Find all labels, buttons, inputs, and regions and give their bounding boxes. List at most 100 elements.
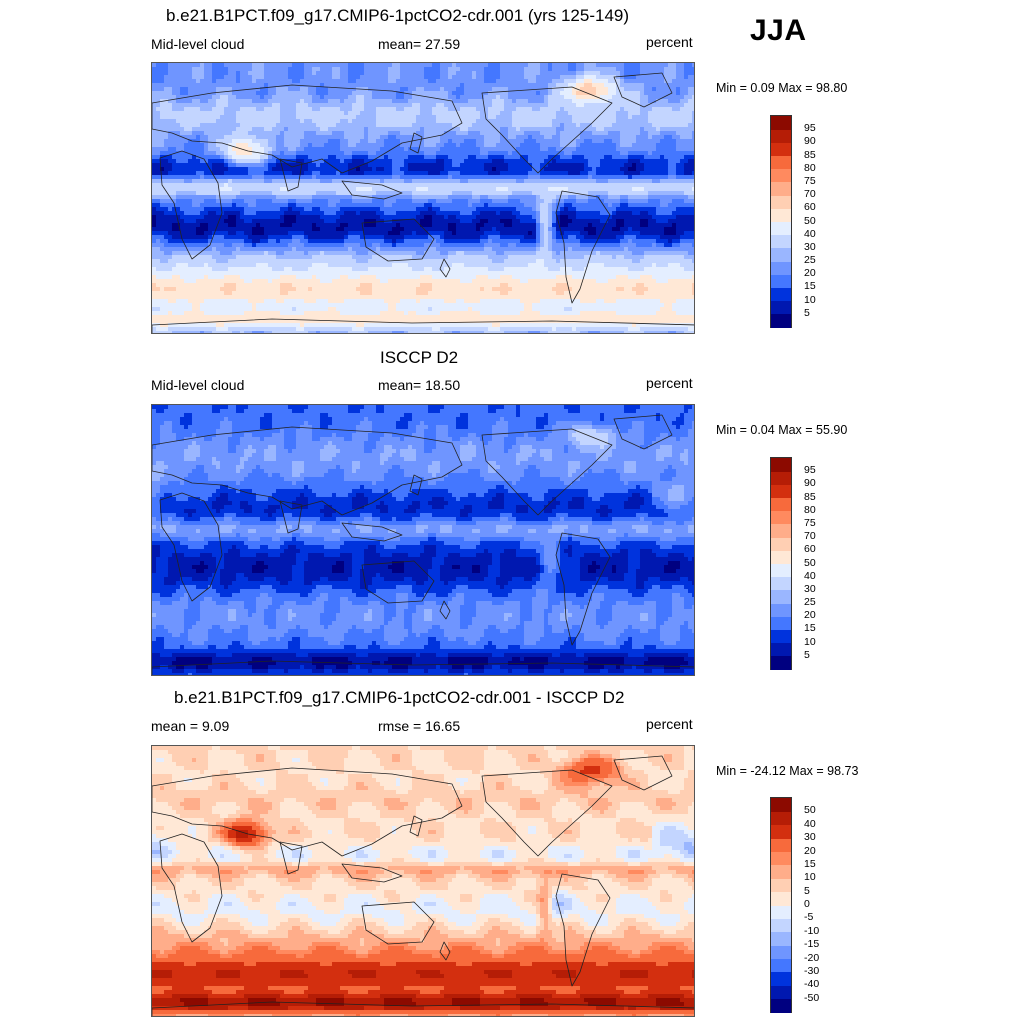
- field-cell: [328, 191, 333, 196]
- field-cell: [248, 163, 253, 168]
- field-cell: [448, 91, 453, 96]
- field-cell: [236, 191, 241, 196]
- field-cell: [600, 187, 605, 192]
- field-cell: [244, 135, 249, 140]
- field-cell: [180, 87, 185, 92]
- field-cell: [196, 171, 201, 176]
- field-cell: [412, 79, 417, 84]
- field-cell: [192, 99, 197, 104]
- field-cell: [476, 143, 481, 148]
- field-cell: [208, 95, 213, 100]
- field-cell: [180, 127, 185, 132]
- field-cell: [656, 135, 661, 140]
- field-cell: [248, 147, 253, 152]
- field-cell: [204, 203, 209, 208]
- field-cell: [676, 99, 681, 104]
- field-cell: [304, 71, 309, 76]
- field-cell: [372, 63, 377, 68]
- field-cell: [268, 83, 273, 88]
- field-cell: [352, 207, 357, 212]
- field-cell: [208, 63, 213, 68]
- field-cell: [304, 99, 309, 104]
- field-cell: [360, 103, 365, 108]
- field-cell: [564, 131, 569, 136]
- field-cell: [584, 67, 589, 72]
- field-cell: [456, 87, 461, 92]
- field-cell: [292, 103, 297, 108]
- field-cell: [456, 151, 461, 156]
- field-cell: [568, 179, 573, 184]
- field-cell: [252, 159, 257, 164]
- field-cell: [372, 131, 377, 136]
- field-cell: [452, 139, 457, 144]
- field-cell: [488, 143, 493, 148]
- field-cell: [596, 191, 601, 196]
- field-cell: [456, 83, 461, 88]
- field-cell: [424, 91, 429, 96]
- field-cell: [600, 99, 605, 104]
- field-cell: [428, 179, 433, 184]
- field-cell: [488, 195, 493, 200]
- field-cell: [176, 159, 181, 164]
- field-cell: [168, 183, 173, 188]
- field-cell: [292, 111, 297, 116]
- field-cell: [316, 159, 321, 164]
- field-cell: [372, 71, 377, 76]
- field-cell: [248, 207, 253, 212]
- field-cell: [268, 195, 273, 200]
- field-cell: [288, 115, 293, 120]
- field-cell: [204, 63, 209, 68]
- field-cell: [392, 135, 397, 140]
- field-cell: [292, 199, 297, 204]
- field-cell: [256, 167, 261, 172]
- field-cell: [348, 75, 353, 80]
- field-cell: [464, 83, 469, 88]
- field-cell: [224, 127, 229, 132]
- field-cell: [324, 191, 329, 196]
- field-cell: [152, 63, 157, 68]
- field-cell: [636, 203, 641, 208]
- field-cell: [500, 99, 505, 104]
- field-cell: [632, 135, 637, 140]
- field-cell: [388, 103, 393, 108]
- field-cell: [364, 123, 369, 128]
- field-cell: [456, 163, 461, 168]
- field-cell: [332, 111, 337, 116]
- field-cell: [196, 175, 201, 180]
- field-cell: [156, 107, 161, 112]
- field-cell: [152, 183, 157, 188]
- field-cell: [452, 179, 457, 184]
- field-cell: [172, 207, 177, 212]
- field-cell: [160, 131, 165, 136]
- field-cell: [236, 155, 241, 160]
- field-cell: [260, 111, 265, 116]
- field-cell: [384, 163, 389, 168]
- field-cell: [208, 143, 213, 148]
- field-cell: [256, 91, 261, 96]
- field-cell: [652, 71, 657, 76]
- field-cell: [660, 83, 665, 88]
- field-cell: [288, 95, 293, 100]
- field-cell: [624, 107, 629, 112]
- field-cell: [516, 115, 521, 120]
- field-cell: [336, 139, 341, 144]
- field-cell: [384, 199, 389, 204]
- field-cell: [160, 159, 165, 164]
- field-cell: [332, 119, 337, 124]
- field-cell: [196, 67, 201, 72]
- field-cell: [188, 159, 193, 164]
- field-cell: [676, 203, 681, 208]
- field-cell: [272, 183, 277, 188]
- field-cell: [480, 191, 485, 196]
- field-cell: [184, 91, 189, 96]
- field-cell: [296, 207, 301, 212]
- field-cell: [668, 111, 673, 116]
- field-cell: [232, 203, 237, 208]
- field-cell: [432, 155, 437, 160]
- field-cell: [616, 67, 621, 72]
- field-cell: [272, 99, 277, 104]
- field-cell: [276, 83, 281, 88]
- field-cell: [456, 187, 461, 192]
- field-cell: [600, 155, 605, 160]
- field-cell: [420, 99, 425, 104]
